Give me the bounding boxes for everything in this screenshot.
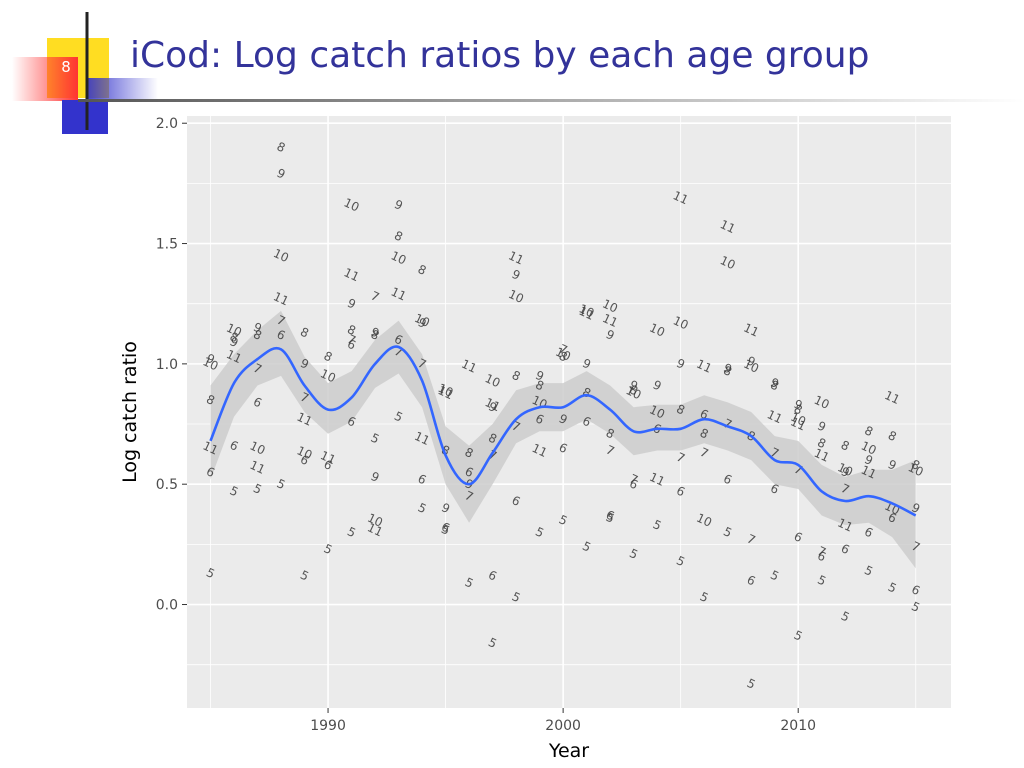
y-tick-label: 0.0	[156, 598, 178, 614]
data-point-label: 10	[271, 246, 291, 265]
y-axis-label: Log catch ratio	[119, 341, 141, 483]
data-point-label: 11	[882, 388, 902, 407]
data-point-label: 11	[248, 458, 268, 477]
data-point-label: 11	[271, 289, 291, 308]
data-point-label: 10	[506, 287, 526, 306]
slide-decoration	[12, 12, 1024, 134]
data-point-label: 11	[859, 463, 879, 482]
red-gradient-block	[12, 57, 78, 101]
smooth-line-layer	[209, 345, 917, 517]
data-points: 1165810965111098115106978891011765897111…	[201, 139, 926, 692]
data-point-label: 11	[671, 188, 691, 207]
blue-block	[62, 100, 108, 134]
data-point-label: 11	[436, 383, 456, 402]
data-point-label: 10	[647, 321, 667, 340]
slide-number: 8	[61, 58, 71, 76]
data-point-label: 10	[812, 393, 832, 412]
x-tick-label: 2000	[545, 718, 581, 734]
data-point-label: 10	[718, 253, 738, 272]
y-tick-label: 1.0	[156, 357, 178, 373]
data-point-label: 10	[859, 439, 879, 458]
axes: 1990 2000 2010 0.0 0.5 1.0 1.5 2.0	[156, 116, 816, 734]
data-point-label: 11	[201, 439, 221, 458]
data-point-label: 11	[741, 321, 761, 340]
data-point-label: 11	[812, 446, 832, 465]
data-point-label: 11	[295, 410, 315, 429]
data-point-label: 10	[788, 410, 808, 429]
data-point-label: 11	[600, 311, 620, 330]
data-point-label: 10	[248, 439, 268, 458]
data-point-label: 11	[765, 407, 785, 426]
data-point-label: 11	[647, 470, 667, 489]
data-point-label: 10	[483, 371, 503, 390]
data-point-label: 10	[882, 499, 902, 518]
confidence-ribbon	[210, 310, 916, 569]
data-point-label: 10	[295, 443, 315, 462]
x-axis-label: Year	[548, 740, 589, 762]
x-tick-label: 1990	[310, 718, 346, 734]
data-point-label: 10	[600, 297, 620, 316]
data-point-label: 10	[224, 321, 244, 340]
x-tick-label: 2010	[780, 718, 816, 734]
data-point-label: 10	[647, 402, 667, 421]
data-point-label: 11	[412, 429, 432, 448]
smooth-trend-line	[209, 345, 917, 517]
horizontal-rule	[78, 99, 1024, 102]
data-point-label: 10	[412, 311, 432, 330]
data-point-label: 11	[694, 357, 714, 376]
data-point-label: 11	[718, 217, 738, 236]
data-point-label: 10	[577, 301, 597, 320]
data-point-label: 10	[318, 366, 338, 385]
data-point-label: 10	[741, 357, 761, 376]
data-point-label: 11	[506, 248, 526, 267]
data-point-label: 10	[553, 345, 573, 364]
slide-title: iCod: Log catch ratios by each age group	[130, 35, 870, 76]
y-tick-label: 1.5	[156, 237, 178, 253]
y-tick-label: 0.5	[156, 477, 178, 493]
blue-gradient-bar	[88, 78, 158, 100]
data-point-label: 11	[483, 395, 503, 414]
data-point-label: 11	[224, 347, 244, 366]
data-point-label: 10	[624, 383, 644, 402]
confidence-band	[210, 310, 916, 569]
data-point-label: 11	[530, 441, 550, 460]
data-point-label: 10	[835, 460, 855, 479]
data-point-label: 10	[436, 381, 456, 400]
data-point-label: 11	[835, 516, 855, 535]
data-point-label: 11	[318, 448, 338, 467]
data-point-label: 10	[342, 195, 362, 214]
data-point-label: 11	[577, 304, 597, 323]
data-point-label: 11	[389, 284, 409, 303]
data-point-label: 10	[694, 511, 714, 530]
data-point-label: 11	[788, 414, 808, 433]
y-tick-label: 2.0	[156, 116, 178, 132]
data-point-label: 10	[671, 313, 691, 332]
data-point-label: 10	[201, 354, 221, 373]
data-point-label: 10	[365, 511, 385, 530]
data-point-label: 11	[365, 520, 385, 539]
data-point-label: 11	[459, 357, 479, 376]
data-point-label: 10	[906, 460, 926, 479]
data-point-label: 11	[342, 265, 362, 284]
data-point-label: 10	[389, 248, 409, 267]
